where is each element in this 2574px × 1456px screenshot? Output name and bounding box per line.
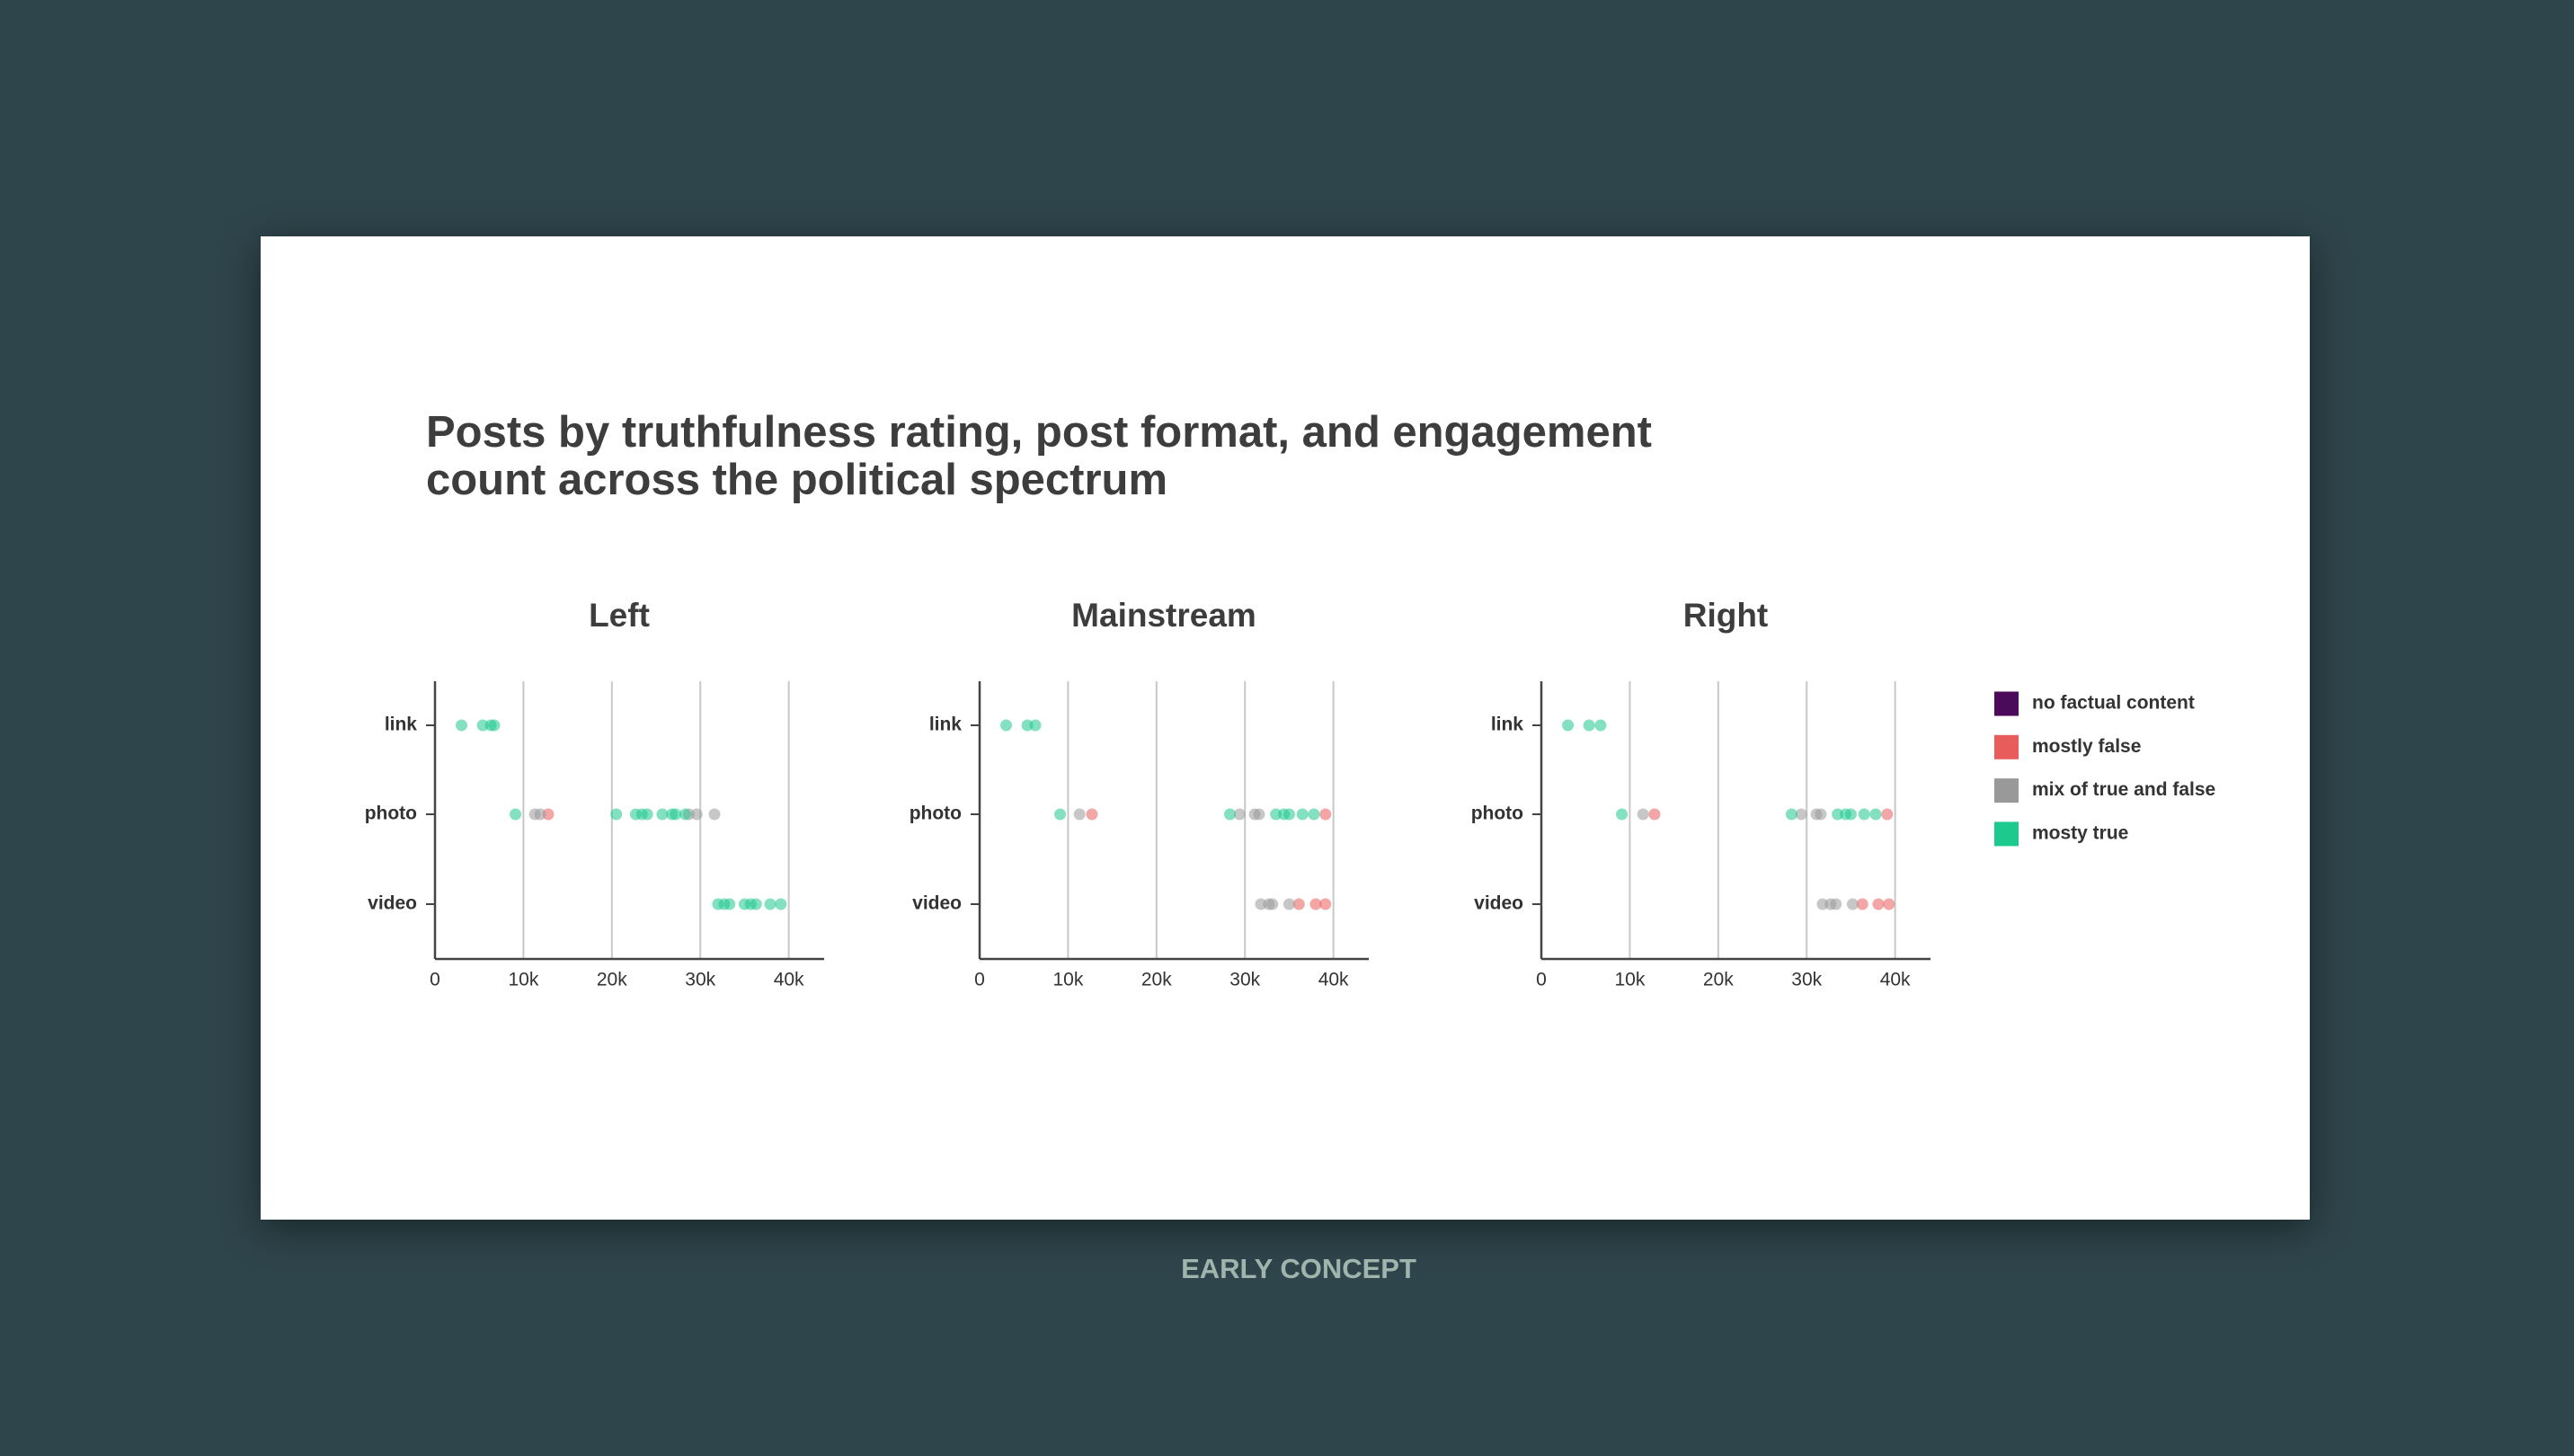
legend-label: no factual content [2032, 693, 2195, 714]
y-tick-label: photo [1471, 803, 1523, 824]
point [1869, 808, 1882, 821]
point [1594, 719, 1607, 732]
point [1583, 719, 1595, 732]
legend-swatch [1994, 778, 2019, 803]
series [456, 719, 787, 910]
point [1283, 898, 1295, 910]
point [1319, 898, 1332, 910]
series [1562, 719, 1882, 821]
x-tick-label: 0 [974, 970, 985, 990]
x-tick-label: 40k [1880, 970, 1911, 990]
point [1233, 808, 1246, 821]
point [1309, 898, 1322, 910]
series [1086, 808, 1332, 910]
x-tick-label: 30k [1791, 970, 1822, 990]
series [1073, 808, 1295, 910]
legend-swatch [1994, 734, 2019, 759]
y-tick-label: video [368, 893, 417, 914]
point [1296, 808, 1309, 821]
point [641, 808, 653, 821]
legend-swatch [1994, 691, 2019, 716]
point [1856, 898, 1868, 910]
point [1292, 898, 1305, 910]
series [1000, 719, 1320, 821]
point [1283, 808, 1295, 821]
x-tick-label: 20k [1703, 970, 1734, 990]
y-tick-label: video [1474, 893, 1523, 914]
point [1637, 808, 1649, 821]
point [510, 808, 522, 821]
point [1881, 808, 1894, 821]
y-tick-label: link [385, 715, 417, 735]
chart-title: Mainstream [1071, 597, 1256, 634]
chart-title: Right [1683, 597, 1769, 634]
point [1073, 808, 1086, 821]
point [1308, 808, 1320, 821]
point [1883, 898, 1895, 910]
point [723, 898, 736, 910]
point [750, 898, 762, 910]
point [456, 719, 468, 732]
x-tick-label: 0 [430, 970, 440, 990]
y-tick-label: video [912, 893, 962, 914]
x-tick-label: 30k [1229, 970, 1260, 990]
x-tick-label: 30k [685, 970, 715, 990]
point [1872, 898, 1885, 910]
x-tick-label: 40k [774, 970, 804, 990]
page-title: Posts by truthfulness rating, post forma… [426, 408, 1652, 504]
point [488, 719, 501, 732]
point [1846, 898, 1859, 910]
y-tick-label: photo [365, 803, 417, 824]
x-tick-label: 20k [597, 970, 627, 990]
point [1616, 808, 1629, 821]
point [1648, 808, 1661, 821]
legend-label: mosty true [2032, 822, 2128, 843]
x-tick-label: 20k [1141, 970, 1172, 990]
point [1000, 719, 1013, 732]
series [1637, 808, 1859, 910]
point [534, 808, 546, 821]
point [690, 808, 703, 821]
legend-swatch [1994, 821, 2019, 847]
point [1815, 808, 1827, 821]
point [1223, 808, 1236, 821]
point [1253, 808, 1265, 821]
point [1562, 719, 1575, 732]
legend-label: mostly false [2032, 736, 2141, 757]
point [1795, 808, 1807, 821]
x-tick-label: 10k [508, 970, 538, 990]
point [656, 808, 669, 821]
point [1844, 808, 1857, 821]
x-tick-label: 0 [1536, 970, 1547, 990]
x-tick-label: 40k [1318, 970, 1349, 990]
point [764, 898, 777, 910]
card [261, 236, 2310, 1220]
y-tick-label: link [1491, 715, 1523, 735]
point [670, 808, 682, 821]
y-tick-label: link [929, 715, 962, 735]
point [679, 808, 691, 821]
footer: EARLY CONCEPT [1181, 1253, 1416, 1284]
y-tick-label: photo [910, 803, 962, 824]
point [1785, 808, 1797, 821]
x-tick-label: 10k [1614, 970, 1645, 990]
point [1086, 808, 1098, 821]
x-tick-label: 10k [1052, 970, 1083, 990]
point [1054, 808, 1067, 821]
series [1648, 808, 1895, 910]
legend-label: mix of true and false [2032, 779, 2215, 800]
point [708, 808, 721, 821]
series [528, 808, 721, 821]
point [1029, 719, 1042, 732]
point [1858, 808, 1870, 821]
point [1266, 898, 1279, 910]
point [1319, 808, 1332, 821]
point [1830, 898, 1842, 910]
point [610, 808, 623, 821]
chart-title: Left [589, 597, 650, 634]
point [775, 898, 787, 910]
